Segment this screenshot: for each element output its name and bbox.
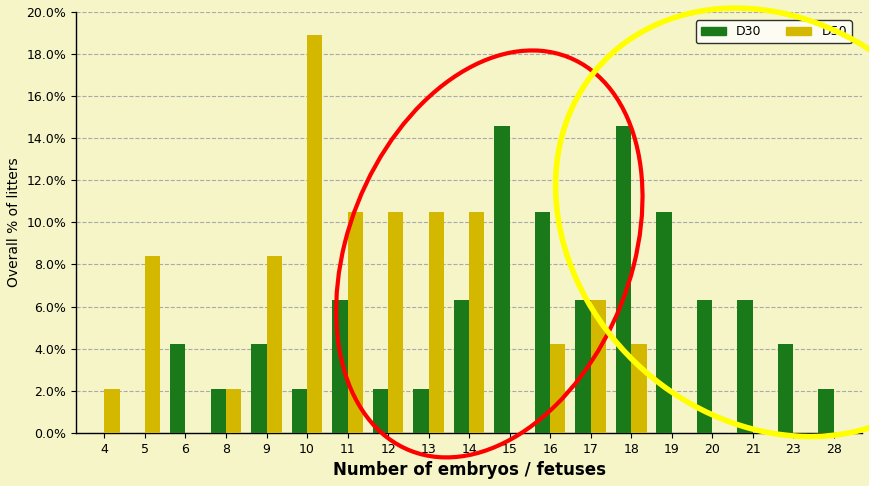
X-axis label: Number of embryos / fetuses: Number of embryos / fetuses [333,461,606,479]
Bar [469,212,485,433]
Bar [210,389,226,433]
Bar [307,35,322,433]
Legend: D30, D50: D30, D50 [696,20,852,43]
Bar [631,345,647,433]
Bar [170,345,185,433]
Bar [550,345,566,433]
Bar [697,300,713,433]
Bar [104,389,120,433]
Bar [332,300,348,433]
Bar [656,212,672,433]
Y-axis label: Overall % of litters: Overall % of litters [7,157,21,287]
Bar [778,345,793,433]
Bar [616,125,631,433]
Bar [267,256,282,433]
Bar [413,389,428,433]
Bar [428,212,444,433]
Bar [292,389,307,433]
Bar [388,212,403,433]
Bar [145,256,161,433]
Bar [373,389,388,433]
Bar [226,389,242,433]
Bar [819,389,833,433]
Bar [534,212,550,433]
Bar [575,300,591,433]
Bar [251,345,267,433]
Bar [737,300,753,433]
Bar [591,300,606,433]
Bar [348,212,363,433]
Bar [454,300,469,433]
Bar [494,125,509,433]
